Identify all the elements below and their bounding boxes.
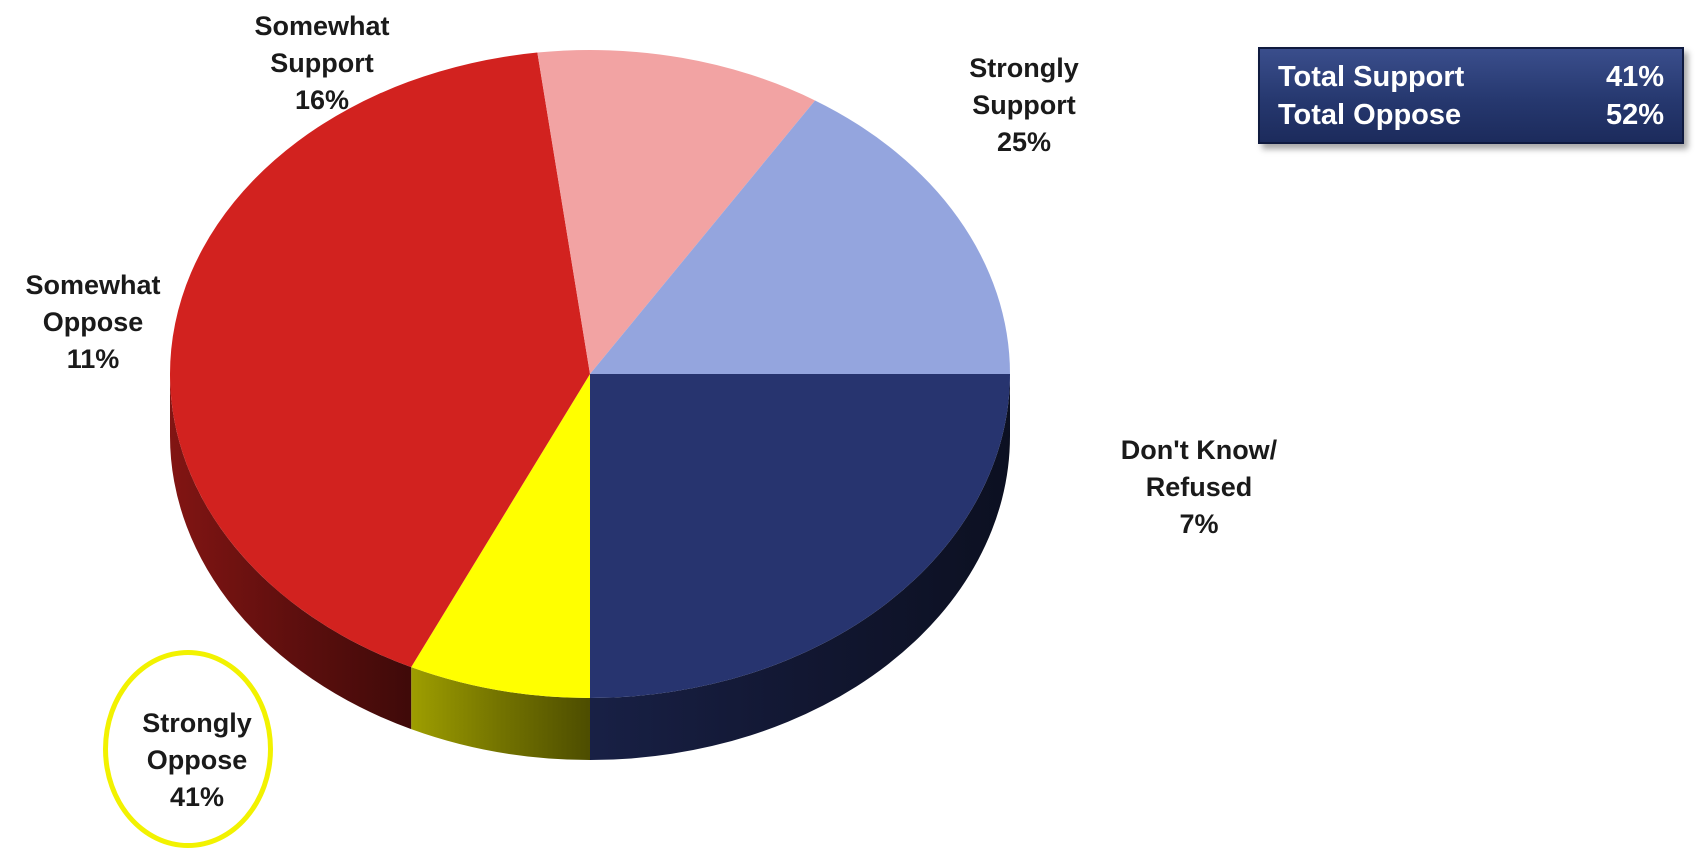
total-oppose-label: Total Oppose bbox=[1278, 99, 1462, 131]
label-strongly-support-line1: Strongly bbox=[969, 53, 1079, 83]
pie-side-layer bbox=[170, 374, 1010, 760]
pie-side-strongly-support bbox=[590, 374, 1010, 760]
total-support-label: Total Support bbox=[1278, 61, 1465, 93]
label-somewhat-support-value: 16% bbox=[294, 85, 350, 115]
total-oppose-value: 52% bbox=[1605, 99, 1664, 131]
label-strongly-support: Strongly Support 25% bbox=[969, 50, 1079, 161]
label-somewhat-oppose-value: 11% bbox=[66, 344, 120, 374]
label-somewhat-oppose-line1: Somewhat bbox=[25, 270, 161, 300]
pie-slice-don-t-know-refused bbox=[411, 374, 590, 698]
pie-side-strongly-oppose bbox=[170, 374, 412, 730]
total-support-row: Total Support 41% bbox=[1278, 58, 1664, 96]
pie-top-layer bbox=[169, 50, 1010, 698]
pie-slice-strongly-support bbox=[590, 374, 1010, 698]
pie-slice-somewhat-support bbox=[590, 100, 1010, 375]
label-strongly-support-line2: Support bbox=[972, 90, 1076, 120]
highlight-circle bbox=[103, 650, 273, 848]
label-somewhat-support-line2: Support bbox=[270, 48, 374, 78]
pie-slice-strongly-oppose bbox=[169, 52, 591, 668]
label-somewhat-oppose: Somewhat Oppose 11% bbox=[25, 267, 160, 378]
label-somewhat-support: Somewhat Support 16% bbox=[254, 8, 389, 119]
label-dont-know-value: 7% bbox=[1179, 509, 1219, 539]
label-dont-know-line2: Refused bbox=[1145, 472, 1253, 502]
label-somewhat-oppose-line2: Oppose bbox=[42, 307, 144, 337]
totals-box: Total Support 41% Total Oppose 52% bbox=[1258, 47, 1684, 144]
label-strongly-support-value: 25% bbox=[996, 127, 1052, 157]
label-somewhat-support-line1: Somewhat bbox=[254, 11, 390, 41]
total-support-value: 41% bbox=[1605, 61, 1664, 93]
pie-slice-somewhat-oppose bbox=[537, 50, 816, 375]
pie-side-don-t-know-refused bbox=[411, 667, 590, 760]
label-dont-know: Don't Know/ Refused 7% bbox=[1121, 432, 1277, 543]
label-dont-know-line1: Don't Know/ bbox=[1120, 435, 1278, 465]
total-oppose-row: Total Oppose 52% bbox=[1278, 96, 1664, 134]
